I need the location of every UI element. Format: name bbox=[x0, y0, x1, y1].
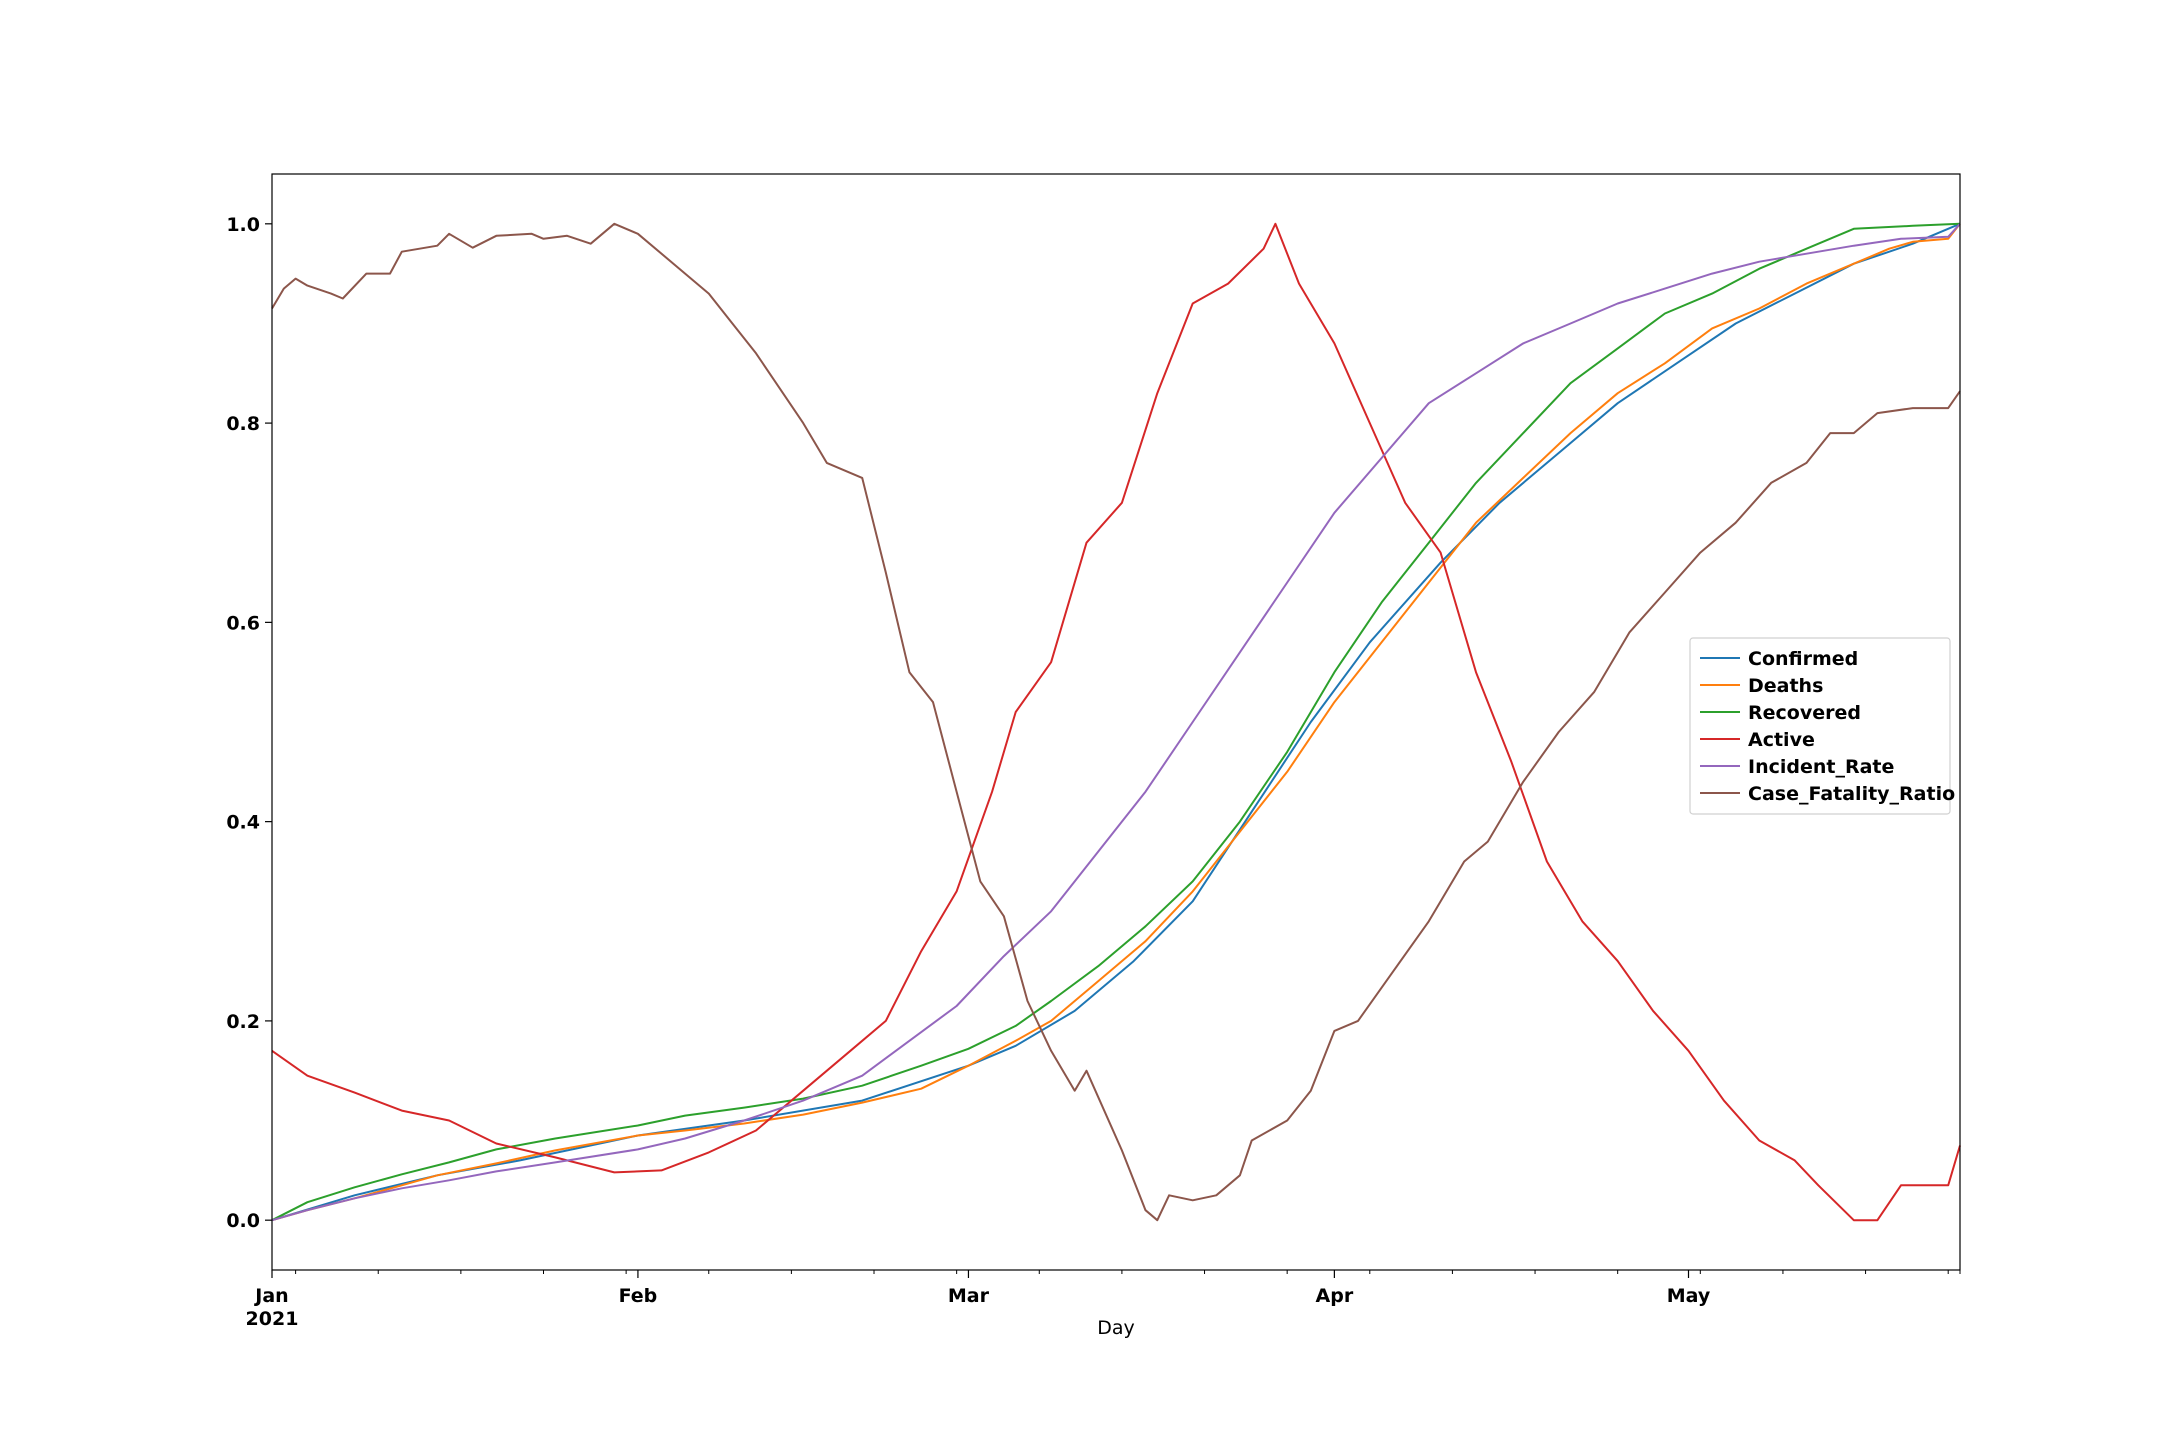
x-tick-label: Apr bbox=[1316, 1285, 1354, 1307]
series-layer bbox=[271, 222, 1961, 1222]
x-tick-label: Feb bbox=[619, 1285, 658, 1307]
y-tick-label: 0.2 bbox=[226, 1011, 260, 1033]
series-line-case-fatality-ratio bbox=[271, 222, 1961, 1222]
legend-label: Recovered bbox=[1748, 702, 1861, 724]
legend-label: Incident_Rate bbox=[1748, 756, 1894, 778]
x-axis-label: Day bbox=[1097, 1317, 1135, 1339]
y-tick-label: 0.0 bbox=[226, 1210, 260, 1232]
y-tick-label: 0.6 bbox=[226, 612, 260, 634]
x-tick-sublabel: 2021 bbox=[246, 1308, 299, 1330]
y-tick-label: 0.8 bbox=[226, 413, 260, 435]
series-line-deaths bbox=[271, 223, 1961, 1222]
plot-frame bbox=[271, 173, 1961, 1271]
series-line-recovered bbox=[271, 222, 1961, 1222]
series-line-incident-rate bbox=[271, 223, 1961, 1222]
legend-label: Deaths bbox=[1748, 675, 1823, 697]
legend-label: Confirmed bbox=[1748, 648, 1858, 670]
legend-label: Case_Fatality_Ratio bbox=[1748, 783, 1955, 805]
x-tick-label: Jan bbox=[253, 1285, 288, 1307]
legend-label: Active bbox=[1748, 729, 1815, 751]
y-tick-label: 1.0 bbox=[226, 214, 260, 236]
legend: Confirmed Deaths Recovered Active Incident_R… bbox=[1689, 637, 1955, 815]
x-tick-label: May bbox=[1667, 1285, 1711, 1307]
series-line-active bbox=[271, 222, 1961, 1222]
y-tick-label: 0.4 bbox=[226, 812, 260, 834]
x-tick-label: Mar bbox=[948, 1285, 990, 1307]
y-axis: 0.0 0.2 0.4 0.6 0.8 1.0 bbox=[226, 214, 272, 1232]
legend-box bbox=[1689, 637, 1951, 815]
